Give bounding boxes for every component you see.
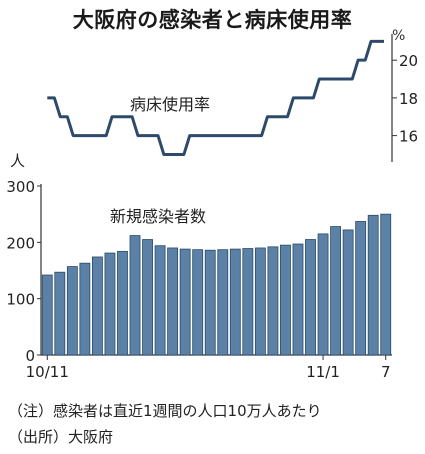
line-y-tick-label: 16 [399, 128, 418, 146]
line-chart-axis: 16 18 20 [391, 34, 418, 162]
bar [380, 213, 392, 356]
bar-x-tick-label: 11/1 [306, 363, 340, 381]
bar [117, 250, 128, 356]
bar-chart-unit-label: 人 [10, 152, 25, 170]
bar [229, 248, 241, 356]
bar [280, 244, 291, 356]
bar [267, 246, 279, 356]
bar [142, 239, 153, 356]
bar [330, 226, 342, 356]
bar-y-tick-label: 300 [6, 178, 35, 196]
bar [317, 233, 329, 356]
bar-x-tick-label: 7 [381, 363, 391, 381]
bar-series-new-cases [41, 213, 392, 356]
bar [204, 249, 216, 356]
bar-chart-new-cases: 人 0 100 200 300 新規感染者数 10/11 11/1 7 [6, 152, 392, 381]
bar [192, 249, 204, 356]
bar-chart-x-axis: 10/11 11/1 7 [26, 355, 391, 381]
bar [305, 239, 316, 356]
bar-y-tick-label: 100 [6, 291, 35, 309]
bar [79, 262, 91, 356]
bar [154, 245, 166, 356]
bar-y-tick-label: 0 [25, 347, 35, 365]
bar [292, 243, 304, 356]
bar [367, 214, 379, 356]
line-y-tick-label: 20 [399, 52, 418, 70]
line-chart-unit-label: % [392, 28, 405, 44]
chart-title: 大阪府の感染者と病床使用率 [72, 8, 353, 32]
line-y-tick-label: 18 [399, 90, 418, 108]
line-chart-bed-occupancy: 16 18 20 % 病床使用率 [47, 28, 418, 162]
bar [91, 256, 103, 356]
bar-y-tick-label: 200 [6, 234, 35, 252]
chart-canvas: 16 18 20 % 病床使用率 人 0 100 200 300 新規感染者数 10/11… [6, 28, 418, 381]
bar [41, 274, 53, 356]
line-series-label: 病床使用率 [130, 95, 210, 114]
bar [217, 249, 229, 356]
bar [342, 229, 354, 356]
bar [54, 271, 66, 356]
bar [167, 247, 179, 356]
bar-x-tick-label: 10/11 [26, 363, 69, 381]
bar-series-label: 新規感染者数 [110, 207, 206, 226]
bar [242, 248, 254, 356]
bar [104, 252, 116, 356]
source-note: （出所）大阪府 [8, 428, 114, 446]
bar [66, 266, 78, 356]
bar [254, 247, 266, 356]
line-series-bed-occupancy [47, 39, 384, 156]
bar [179, 248, 191, 356]
bar [355, 221, 367, 356]
bar [129, 235, 141, 356]
footnote: （注）感染者は直近1週間の人口10万人あたり [8, 402, 322, 420]
